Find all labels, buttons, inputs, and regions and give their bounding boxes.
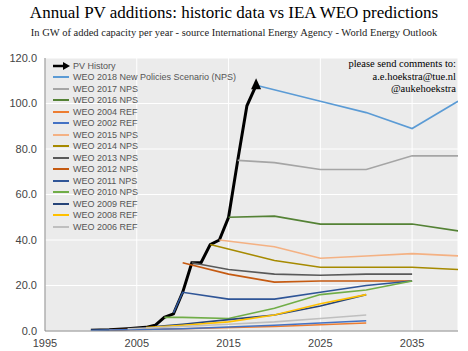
svg-text:2015: 2015: [216, 337, 240, 349]
svg-text:20.0: 20.0: [16, 279, 37, 291]
html-text:WEO 2018 New Policies Scenario: WEO 2018 New Policies Scenario (NPS): [73, 72, 237, 83]
svg-text:2025: 2025: [308, 337, 332, 349]
svg-text:120.0: 120.0: [9, 52, 37, 64]
html-text:WEO 2016 NPS: WEO 2016 NPS: [73, 95, 138, 106]
html-text:WEO 2008 REF: WEO 2008 REF: [73, 210, 138, 221]
svg-text:1995: 1995: [33, 337, 57, 349]
svg-text:60.0: 60.0: [16, 188, 37, 200]
html-text:WEO 2017 NPS: WEO 2017 NPS: [73, 83, 138, 94]
svg-text:40.0: 40.0: [16, 234, 37, 246]
html-text:WEO 2011 NPS: WEO 2011 NPS: [73, 175, 138, 186]
html-text:In GW of added capacity per ye: In GW of added capacity per year - sourc…: [30, 27, 438, 38]
html-text:WEO 2006 REF: WEO 2006 REF: [73, 221, 138, 232]
html-text:WEO 2004 REF: WEO 2004 REF: [73, 106, 138, 117]
svg-text:80.0: 80.0: [16, 143, 37, 155]
svg-text:100.0: 100.0: [9, 97, 37, 109]
html-text:WEO 2012 NPS: WEO 2012 NPS: [73, 164, 138, 175]
html-text:WEO 2002 REF: WEO 2002 REF: [73, 118, 138, 129]
html-text:please send comments to:: please send comments to:: [348, 58, 456, 69]
html-text:WEO 2015 NPS: WEO 2015 NPS: [73, 129, 138, 140]
html-text:WEO 2013 NPS: WEO 2013 NPS: [73, 152, 138, 163]
html-text:PV History: PV History: [73, 60, 116, 71]
html-text:Annual PV additions: historic: Annual PV additions: historic data vs IE…: [29, 3, 439, 22]
svg-text:2035: 2035: [400, 337, 424, 349]
html-text:a.e.hoekstra@tue.nl: a.e.hoekstra@tue.nl: [372, 70, 456, 82]
svg-text:0.0: 0.0: [22, 325, 37, 337]
svg-text:2005: 2005: [125, 337, 149, 349]
html-text:WEO 2014 NPS: WEO 2014 NPS: [73, 141, 138, 152]
html-text:@aukehoekstra: @aukehoekstra: [390, 83, 456, 94]
html-text:WEO 2009 REF: WEO 2009 REF: [73, 198, 138, 209]
html-text:WEO 2010 NPS: WEO 2010 NPS: [73, 187, 138, 198]
